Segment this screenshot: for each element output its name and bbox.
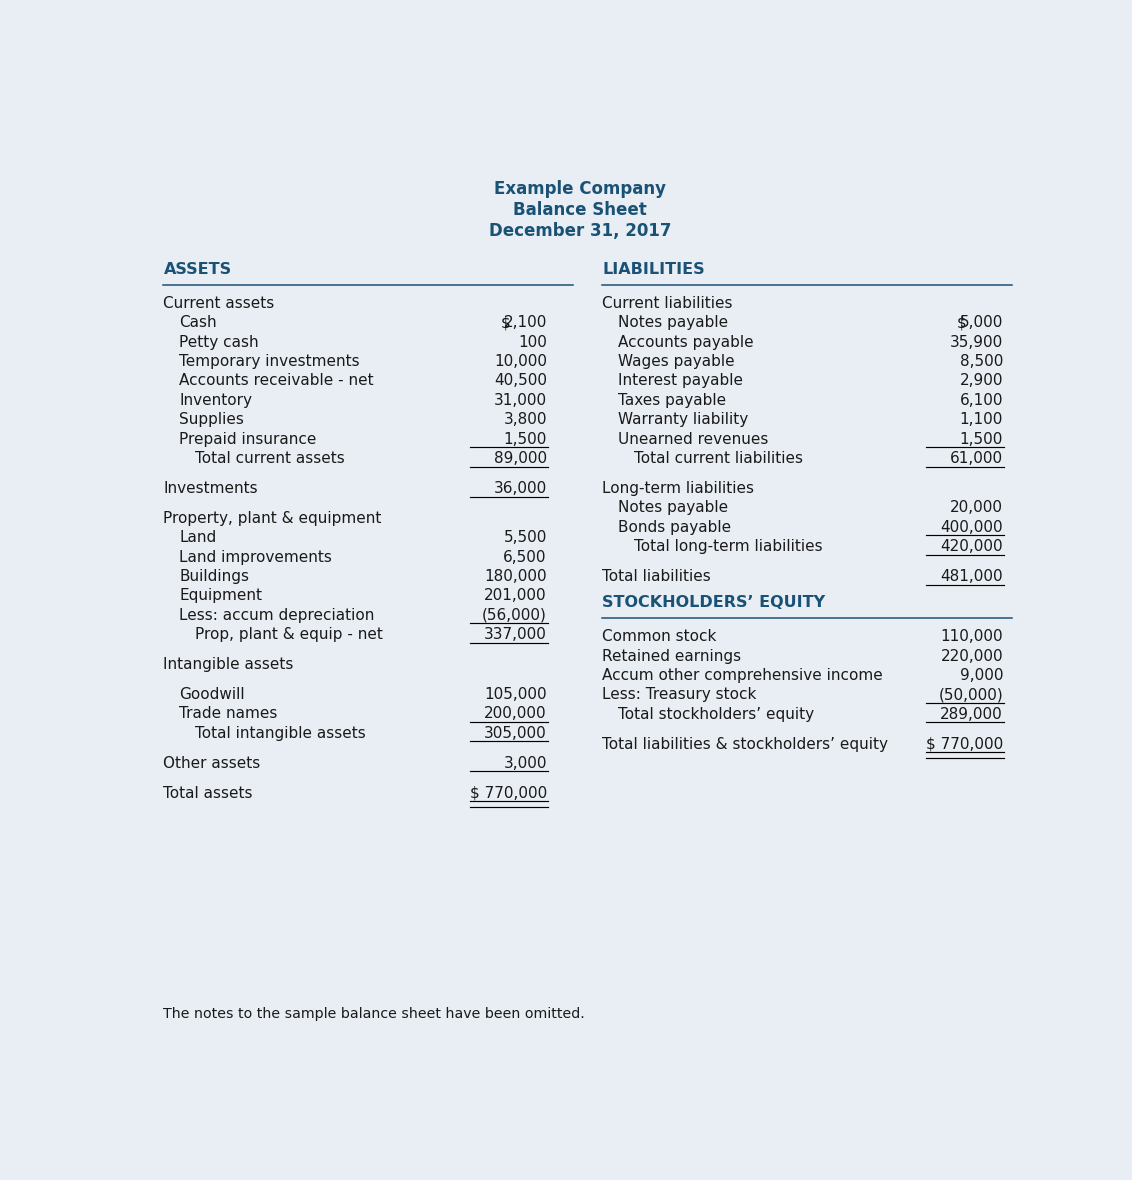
Text: 3,000: 3,000 xyxy=(504,755,547,771)
Text: Accounts receivable - net: Accounts receivable - net xyxy=(179,374,374,388)
Text: 5,500: 5,500 xyxy=(504,530,547,545)
Text: 5,000: 5,000 xyxy=(960,315,1003,330)
Text: $: $ xyxy=(957,315,967,330)
Text: Goodwill: Goodwill xyxy=(179,687,245,702)
Text: 400,000: 400,000 xyxy=(941,519,1003,535)
Text: Land improvements: Land improvements xyxy=(179,550,332,564)
Text: 105,000: 105,000 xyxy=(484,687,547,702)
Text: 420,000: 420,000 xyxy=(941,539,1003,553)
Text: 40,500: 40,500 xyxy=(494,374,547,388)
Text: Common stock: Common stock xyxy=(602,629,717,644)
Text: Interest payable: Interest payable xyxy=(618,374,743,388)
Text: Total intangible assets: Total intangible assets xyxy=(195,726,366,741)
Text: 200,000: 200,000 xyxy=(484,707,547,721)
Text: STOCKHOLDERS’ EQUITY: STOCKHOLDERS’ EQUITY xyxy=(602,595,825,610)
Text: Investments: Investments xyxy=(163,481,258,496)
Text: 220,000: 220,000 xyxy=(941,649,1003,663)
Text: 289,000: 289,000 xyxy=(941,707,1003,722)
Text: Total stockholders’ equity: Total stockholders’ equity xyxy=(618,707,814,722)
Text: 61,000: 61,000 xyxy=(950,451,1003,466)
Text: $ 770,000: $ 770,000 xyxy=(926,736,1003,752)
Text: $: $ xyxy=(500,315,511,330)
Text: Total current liabilities: Total current liabilities xyxy=(634,451,803,466)
Text: 6,100: 6,100 xyxy=(960,393,1003,408)
Text: December 31, 2017: December 31, 2017 xyxy=(489,222,671,240)
Text: 6,500: 6,500 xyxy=(504,550,547,564)
Text: Supplies: Supplies xyxy=(179,412,245,427)
Text: (50,000): (50,000) xyxy=(938,687,1003,702)
Text: The notes to the sample balance sheet have been omitted.: The notes to the sample balance sheet ha… xyxy=(163,1007,585,1021)
Text: $ 770,000: $ 770,000 xyxy=(470,786,547,801)
Text: 35,900: 35,900 xyxy=(950,335,1003,349)
Text: 9,000: 9,000 xyxy=(960,668,1003,683)
Text: Prepaid insurance: Prepaid insurance xyxy=(179,432,317,446)
Text: Total liabilities: Total liabilities xyxy=(602,569,711,584)
Text: Land: Land xyxy=(179,530,216,545)
Text: 36,000: 36,000 xyxy=(494,481,547,496)
Text: 1,500: 1,500 xyxy=(504,432,547,446)
Text: Intangible assets: Intangible assets xyxy=(163,657,294,671)
Text: Accounts payable: Accounts payable xyxy=(618,335,754,349)
Text: 305,000: 305,000 xyxy=(484,726,547,741)
Text: Temporary investments: Temporary investments xyxy=(179,354,360,369)
Text: Notes payable: Notes payable xyxy=(618,315,728,330)
Text: 31,000: 31,000 xyxy=(494,393,547,408)
Text: 481,000: 481,000 xyxy=(941,569,1003,584)
Text: Wages payable: Wages payable xyxy=(618,354,735,369)
Text: 110,000: 110,000 xyxy=(941,629,1003,644)
Text: Buildings: Buildings xyxy=(179,569,249,584)
Text: 20,000: 20,000 xyxy=(950,500,1003,516)
Text: (56,000): (56,000) xyxy=(482,608,547,623)
Text: Other assets: Other assets xyxy=(163,755,260,771)
Text: Retained earnings: Retained earnings xyxy=(602,649,741,663)
Text: 89,000: 89,000 xyxy=(494,451,547,466)
Text: Total current assets: Total current assets xyxy=(195,451,345,466)
Text: Less: Treasury stock: Less: Treasury stock xyxy=(602,687,756,702)
Text: 180,000: 180,000 xyxy=(484,569,547,584)
Text: 8,500: 8,500 xyxy=(960,354,1003,369)
Text: Warranty liability: Warranty liability xyxy=(618,412,748,427)
Text: 337,000: 337,000 xyxy=(484,627,547,642)
Text: Total long-term liabilities: Total long-term liabilities xyxy=(634,539,822,553)
Text: Less: accum depreciation: Less: accum depreciation xyxy=(179,608,375,623)
Text: 2,100: 2,100 xyxy=(504,315,547,330)
Text: Trade names: Trade names xyxy=(179,707,277,721)
Text: Balance Sheet: Balance Sheet xyxy=(513,201,648,218)
Text: Bonds payable: Bonds payable xyxy=(618,519,731,535)
Text: Long-term liabilities: Long-term liabilities xyxy=(602,481,754,496)
Text: 3,800: 3,800 xyxy=(504,412,547,427)
Text: Current liabilities: Current liabilities xyxy=(602,296,732,312)
Text: Petty cash: Petty cash xyxy=(179,335,259,349)
Text: Equipment: Equipment xyxy=(179,589,263,603)
Text: Accum other comprehensive income: Accum other comprehensive income xyxy=(602,668,883,683)
Text: LIABILITIES: LIABILITIES xyxy=(602,262,705,276)
Text: 100: 100 xyxy=(518,335,547,349)
Text: Total assets: Total assets xyxy=(163,786,252,801)
Text: ASSETS: ASSETS xyxy=(163,262,232,276)
Text: 1,100: 1,100 xyxy=(960,412,1003,427)
Text: Total liabilities & stockholders’ equity: Total liabilities & stockholders’ equity xyxy=(602,736,889,752)
Text: Taxes payable: Taxes payable xyxy=(618,393,726,408)
Text: Current assets: Current assets xyxy=(163,296,275,312)
Text: 1,500: 1,500 xyxy=(960,432,1003,446)
Text: 10,000: 10,000 xyxy=(494,354,547,369)
Text: Example Company: Example Company xyxy=(495,179,666,198)
Text: 2,900: 2,900 xyxy=(960,374,1003,388)
Text: Cash: Cash xyxy=(179,315,217,330)
Text: Unearned revenues: Unearned revenues xyxy=(618,432,769,446)
Text: Inventory: Inventory xyxy=(179,393,252,408)
Text: Notes payable: Notes payable xyxy=(618,500,728,516)
Text: Prop, plant & equip - net: Prop, plant & equip - net xyxy=(195,627,383,642)
Text: Property, plant & equipment: Property, plant & equipment xyxy=(163,511,381,526)
Text: 201,000: 201,000 xyxy=(484,589,547,603)
